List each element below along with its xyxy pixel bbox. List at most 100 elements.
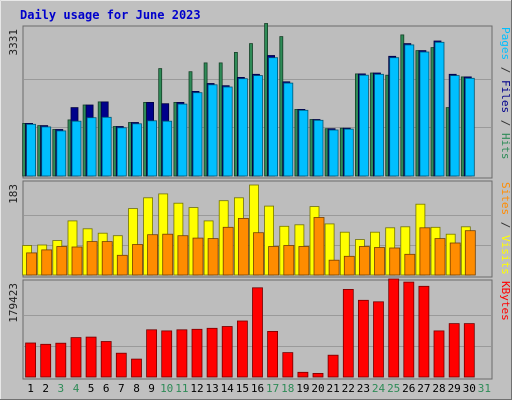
x-tick-label-day-13: 13 [205, 382, 218, 395]
bar-sites-day-3 [56, 246, 68, 276]
bar-sites-day-9 [147, 234, 159, 276]
y-max-label-bottom: 179423 [7, 283, 20, 323]
bar-kbytes-day-15 [236, 320, 248, 378]
bar-hits-day-23 [354, 73, 359, 177]
bar-sites-day-1 [26, 252, 38, 276]
bar-kbytes-day-22 [342, 288, 354, 378]
x-tick-label-day-18: 18 [281, 382, 294, 395]
bar-hits-day-11 [173, 102, 178, 177]
panel-kbytes: 179423 KBytes [7, 278, 512, 380]
bar-hits-day-21 [324, 128, 329, 177]
bar-hits-day-14 [218, 62, 223, 177]
bar-sites-day-24 [374, 247, 385, 276]
x-tick-label-day-14: 14 [221, 382, 235, 395]
legend-segment: KBytes [499, 281, 512, 321]
bar-pages-day-17 [268, 57, 279, 177]
bar-pages-day-6 [101, 116, 112, 177]
x-tick-label-day-21: 21 [326, 382, 339, 395]
bar-hits-day-6 [97, 101, 102, 177]
x-tick-label-day-28: 28 [432, 382, 445, 395]
x-tick-label-day-23: 23 [357, 382, 370, 395]
bar-sites-day-23 [358, 246, 370, 276]
x-tick-label-day-7: 7 [118, 382, 125, 395]
bar-hits-day-1 [22, 123, 27, 177]
x-tick-label-day-12: 12 [190, 382, 203, 395]
x-tick-label-day-27: 27 [417, 382, 430, 395]
legend-segment: Hits [499, 133, 512, 160]
bar-pages-day-19 [298, 109, 309, 177]
bar-kbytes-day-20 [312, 372, 324, 378]
bar-sites-day-16 [253, 232, 264, 276]
bar-kbytes-day-10 [161, 330, 173, 378]
bar-kbytes-day-16 [252, 287, 263, 378]
bar-hits-day-13 [203, 62, 208, 177]
x-tick-label-day-8: 8 [133, 382, 140, 395]
bar-pages-day-30 [464, 77, 475, 177]
bar-pages-day-3 [56, 130, 67, 177]
bar-hits-day-28 [430, 47, 435, 177]
bar-hits-day-29 [445, 107, 450, 177]
bar-kbytes-day-2 [40, 343, 52, 378]
x-tick-label-day-30: 30 [463, 382, 476, 395]
x-tick-label-day-11: 11 [175, 382, 188, 395]
x-tick-label-day-5: 5 [88, 382, 95, 395]
x-tick-label-day-17: 17 [266, 382, 279, 395]
bar-pages-day-21 [328, 129, 339, 177]
legend-segment: Visits [499, 235, 512, 275]
bar-sites-day-29 [449, 242, 461, 276]
bar-sites-day-2 [41, 249, 53, 276]
bar-pages-day-12 [192, 92, 203, 177]
bar-pages-day-4 [71, 120, 82, 177]
bar-sites-day-27 [419, 227, 431, 276]
bar-hits-day-27 [415, 50, 420, 177]
x-tick-label-day-19: 19 [296, 382, 309, 395]
bar-sites-day-20 [313, 217, 325, 276]
bar-kbytes-day-3 [55, 342, 67, 378]
x-axis-day-labels: 1 2 3 4 5 6 7 8 9 10 11 12 13 14 15 16 17 18 19 20 21 22 23 24 2… [27, 382, 491, 395]
bar-sites-day-14 [222, 226, 234, 276]
series-legend-mid: Sites / Visits [499, 182, 512, 275]
y-max-label-top: 3331 [7, 29, 20, 56]
bar-hits-day-12 [188, 71, 193, 177]
bar-kbytes-day-11 [176, 329, 188, 378]
bar-sites-day-26 [404, 253, 416, 276]
x-tick-label-day-25: 25 [387, 382, 400, 395]
bar-kbytes-day-13 [206, 327, 218, 378]
bar-kbytes-day-29 [448, 323, 460, 378]
bar-pages-day-24 [374, 73, 384, 177]
series-legend-bottom: KBytes [499, 281, 512, 321]
bar-pages-day-22 [343, 128, 354, 177]
x-tick-label-day-4: 4 [73, 382, 80, 395]
bar-kbytes-day-24 [373, 301, 384, 378]
bar-sites-day-7 [116, 254, 128, 276]
x-tick-label-day-24: 24 [372, 382, 386, 395]
x-tick-label-day-10: 10 [160, 382, 173, 395]
bar-kbytes-day-19 [297, 371, 309, 378]
bar-sites-day-19 [298, 246, 310, 276]
bar-pages-day-25 [389, 57, 400, 177]
bar-sites-day-11 [177, 235, 189, 276]
x-tick-label-day-20: 20 [311, 382, 324, 395]
x-tick-label-day-29: 29 [448, 382, 461, 395]
bar-hits-day-22 [339, 127, 344, 177]
bar-hits-day-24 [370, 72, 374, 177]
bar-sites-day-15 [237, 217, 249, 276]
legend-segment: Pages [499, 27, 512, 60]
chart-title: Daily usage for June 2023 [20, 8, 201, 22]
series-legend-top: Pages / Files / Hits [499, 27, 512, 160]
bar-hits-day-18 [279, 36, 284, 177]
bar-hits-day-3 [52, 129, 57, 177]
panel-pages-files-hits: 3331 Pages / Files / Hits [7, 23, 512, 179]
bar-pages-day-20 [313, 119, 324, 177]
bar-hits-day-4 [67, 119, 72, 177]
bar-kbytes-day-4 [70, 337, 82, 378]
x-tick-label-day-3: 3 [57, 382, 64, 395]
bar-pages-day-14 [222, 86, 233, 177]
bar-kbytes-day-18 [282, 352, 294, 378]
bar-sites-day-17 [268, 246, 280, 276]
bar-pages-day-15 [237, 78, 248, 177]
bar-kbytes-day-6 [100, 341, 112, 378]
bar-pages-day-9 [147, 120, 158, 177]
